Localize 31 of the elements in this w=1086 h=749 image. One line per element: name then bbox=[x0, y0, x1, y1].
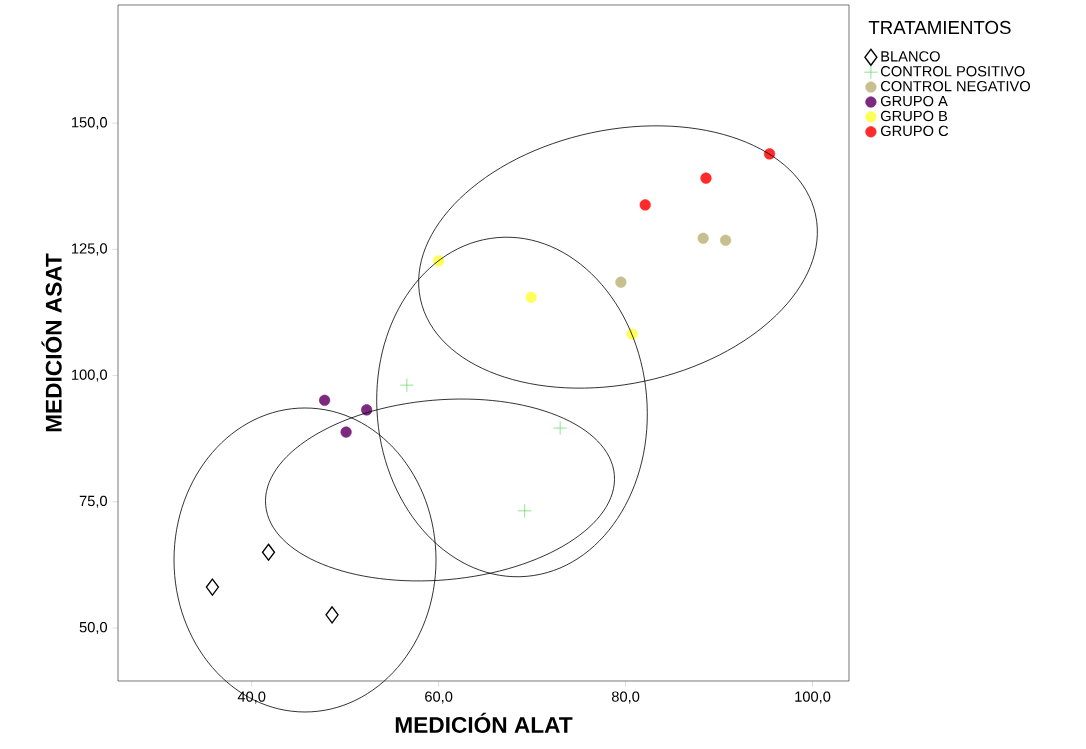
point bbox=[340, 426, 352, 438]
point bbox=[261, 543, 276, 561]
point bbox=[700, 172, 712, 184]
y-tick-label: 125,0 bbox=[72, 243, 108, 256]
point bbox=[615, 276, 627, 288]
y-tick-label: 150,0 bbox=[72, 117, 108, 130]
point bbox=[318, 394, 331, 406]
point bbox=[325, 606, 339, 624]
x-tick-label: 100,0 bbox=[795, 691, 831, 704]
point bbox=[525, 291, 537, 303]
x-tick-label: 80,0 bbox=[611, 691, 640, 704]
x-axis-title: MEDICIÓN ALAT bbox=[395, 712, 573, 733]
point bbox=[399, 378, 414, 393]
point bbox=[639, 199, 651, 211]
legend-label: BLANCO bbox=[881, 51, 940, 62]
y-axis-title: MEDICIÓN ASAT bbox=[41, 253, 62, 432]
point bbox=[205, 578, 220, 596]
legend-title: TRATAMIENTOS bbox=[868, 20, 1011, 35]
y-tick-label: 75,0 bbox=[79, 495, 108, 508]
legend-label: CONTROL NEGATIVO bbox=[880, 80, 1031, 92]
y-tick-label: 100,0 bbox=[72, 369, 108, 382]
point bbox=[720, 234, 732, 246]
point bbox=[697, 232, 709, 244]
legend-label: GRUPO C bbox=[880, 125, 949, 137]
x-tick-label: 60,0 bbox=[425, 691, 453, 704]
legend-label: GRUPO B bbox=[880, 110, 948, 122]
point bbox=[553, 421, 568, 435]
legend-label: GRUPO A bbox=[880, 95, 948, 107]
point bbox=[517, 503, 532, 518]
legend-label: CONTROL POSITIVO bbox=[880, 66, 1025, 77]
y-tick-label: 50,0 bbox=[79, 621, 108, 635]
